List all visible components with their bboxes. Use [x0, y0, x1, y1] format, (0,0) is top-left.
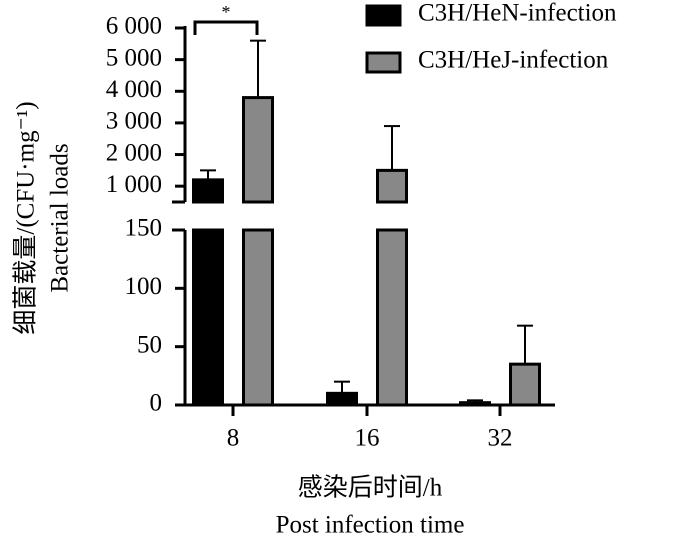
- x-axis-label: Post infection time: [276, 512, 465, 539]
- legend-label: C3H/HeN-infection: [418, 0, 617, 27]
- legend-swatch: [365, 4, 402, 27]
- x-tick-label: 8: [227, 425, 240, 452]
- annotation: *: [222, 2, 231, 22]
- bar: [326, 391, 358, 407]
- bar: [242, 96, 274, 204]
- y-tick-label: 100: [125, 273, 163, 300]
- bar: [242, 228, 274, 407]
- legend-swatch: [365, 51, 402, 74]
- y-tick-label: 50: [137, 331, 162, 358]
- x-axis-label: 感染后时间/h: [298, 474, 443, 502]
- bar: [459, 401, 491, 407]
- y-tick-label: 0: [150, 390, 163, 417]
- legend-label: C3H/HeJ-infection: [418, 47, 609, 74]
- bar: [376, 168, 408, 204]
- y-tick-label: 4 000: [106, 76, 162, 103]
- bar: [192, 228, 224, 407]
- y-tick-label: 6 000: [106, 13, 162, 40]
- y-tick-label: 5 000: [106, 44, 162, 71]
- y-tick-label: 150: [125, 215, 163, 242]
- x-tick-label: 16: [355, 425, 380, 452]
- y-tick-label: 3 000: [106, 108, 162, 135]
- y-tick-label: 2 000: [106, 139, 162, 166]
- y-axis-label: Bacterial loads: [47, 143, 74, 292]
- y-axis-label: 细菌载量/(CFU·mg⁻¹): [12, 101, 40, 334]
- bar: [509, 362, 541, 407]
- bar: [376, 228, 408, 407]
- significance-bracket: [193, 20, 259, 35]
- y-tick-label: 1 000: [106, 171, 162, 198]
- bar: [192, 178, 224, 204]
- x-tick-label: 32: [488, 425, 513, 452]
